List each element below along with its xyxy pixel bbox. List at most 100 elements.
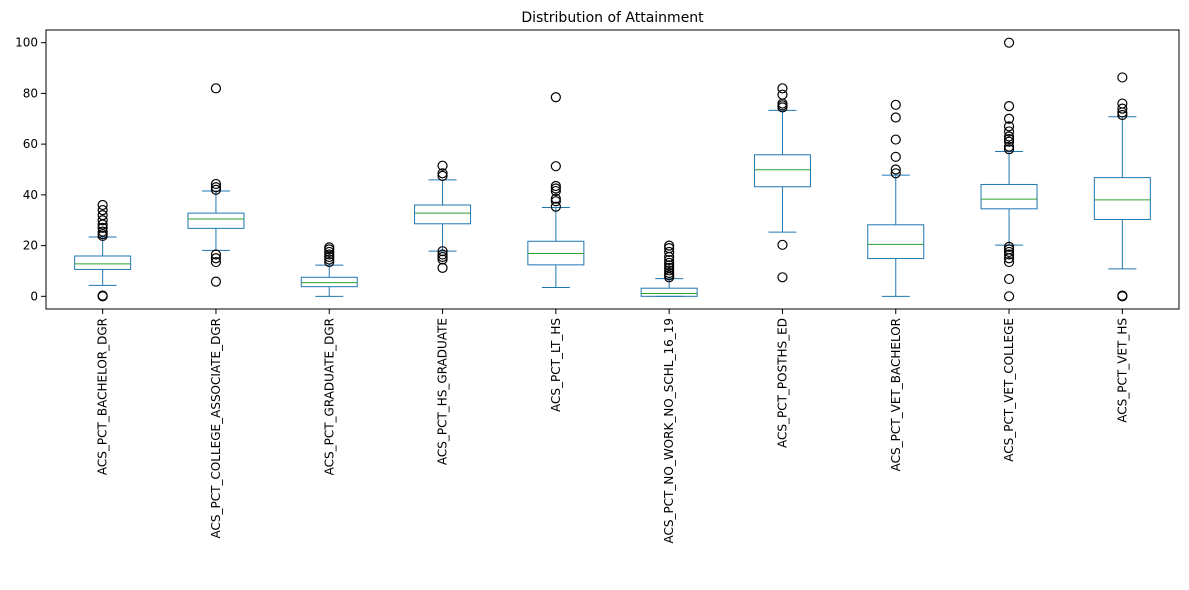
outlier-point: [1117, 72, 1128, 83]
outlier-point: [324, 249, 335, 260]
outlier-point: [324, 254, 335, 265]
chart-title: Distribution of Attainment: [521, 10, 704, 26]
outlier-point: [324, 246, 335, 258]
box-group: [980, 37, 1038, 302]
outlier-point: [97, 222, 108, 233]
outlier-point: [210, 178, 222, 190]
box-group: [300, 242, 358, 297]
outlier-point: [1117, 98, 1128, 109]
x-tick-label: ACS_PCT_BACHELOR_DGR: [96, 318, 110, 475]
box-iqr: [74, 255, 132, 270]
outlier-point: [1003, 291, 1015, 302]
outlier-point: [664, 265, 675, 276]
outlier-point: [550, 161, 561, 172]
outlier-point: [437, 249, 448, 260]
outlier-point: [1003, 244, 1015, 255]
outlier-point: [1003, 136, 1015, 147]
box-group: [867, 99, 925, 297]
outlier-point: [437, 262, 448, 274]
outlier-point: [210, 249, 222, 260]
outlier-point: [437, 168, 448, 179]
outlier-point: [890, 99, 901, 110]
outlier-point: [550, 196, 561, 207]
y-tick-label: 60: [23, 137, 38, 151]
outlier-point: [1117, 109, 1128, 121]
outlier-point: [550, 183, 561, 194]
box-iqr: [980, 183, 1038, 210]
outlier-point: [437, 251, 448, 263]
y-axis: 0 20 40 60 80 100: [15, 36, 46, 303]
outlier-point: [97, 290, 108, 301]
y-tick-label: 20: [23, 239, 38, 253]
outlier-point: [890, 164, 901, 175]
outlier-point: [664, 246, 675, 258]
y-tick-label: 40: [23, 188, 38, 202]
box-iqr: [640, 287, 698, 297]
outlier-point: [664, 254, 675, 266]
box-iqr: [414, 204, 472, 225]
outlier-point: [97, 215, 108, 226]
outlier-point: [1117, 103, 1128, 114]
x-tick-label: ACS_PCT_POSTHS_ED: [775, 318, 789, 448]
x-tick-label: ACS_PCT_NO_WORK_NO_SCHL_16_19: [662, 318, 676, 544]
outlier-point: [1003, 144, 1015, 155]
outlier-point: [664, 267, 675, 279]
outlier-point: [1003, 121, 1015, 132]
outlier-point: [97, 210, 108, 221]
outlier-point: [210, 184, 222, 195]
outlier-point: [210, 256, 222, 268]
outlier-point: [1003, 126, 1015, 137]
outlier-point: [210, 182, 222, 193]
outlier-point: [1003, 133, 1015, 145]
outlier-point: [664, 262, 675, 274]
x-tick-label: ACS_PCT_GRADUATE_DGR: [322, 318, 336, 475]
outlier-point: [890, 151, 901, 162]
outlier-point: [97, 229, 108, 240]
x-tick-label: ACS_PCT_COLLEGE_ASSOCIATE_DGR: [209, 318, 223, 538]
box-group: [414, 160, 472, 274]
outlier-point: [1117, 290, 1128, 301]
x-tick-label: ACS_PCT_VET_HS: [1115, 318, 1129, 423]
box-group: [753, 83, 811, 283]
box-iqr: [753, 154, 811, 188]
outlier-point: [1003, 113, 1015, 124]
box-iqr: [867, 224, 925, 260]
outlier-point: [777, 239, 788, 250]
outlier-point: [777, 272, 788, 283]
outlier-point: [210, 253, 222, 264]
outlier-point: [324, 242, 335, 253]
outlier-point: [1003, 256, 1015, 268]
outlier-point: [1003, 246, 1015, 258]
outlier-point: [664, 260, 675, 271]
outlier-point: [890, 168, 901, 179]
box-group: [640, 240, 698, 297]
outlier-point: [324, 256, 335, 268]
plot-area: [74, 37, 1151, 302]
outlier-point: [1003, 131, 1015, 142]
outlier-point: [1003, 100, 1015, 112]
outlier-point: [210, 83, 222, 94]
outlier-point: [550, 193, 561, 204]
plot-frame: [45, 29, 1180, 310]
outlier-point: [97, 199, 108, 211]
outlier-point: [890, 134, 901, 145]
outlier-point: [437, 246, 448, 257]
x-tick-label: ACS_PCT_VET_BACHELOR: [889, 318, 903, 471]
y-tick-label: 0: [30, 289, 38, 303]
x-tick-label: ACS_PCT_LT_HS: [549, 318, 563, 412]
outlier-point: [1003, 249, 1015, 260]
outlier-point: [777, 83, 788, 94]
box-group: [527, 92, 585, 288]
outlier-point: [97, 204, 108, 216]
outlier-point: [210, 276, 222, 287]
outlier-point: [550, 180, 561, 192]
box-group: [1093, 72, 1151, 302]
outlier-point: [437, 160, 448, 171]
outlier-point: [437, 170, 448, 181]
x-tick-label: ACS_PCT_HS_GRADUATE: [436, 318, 450, 465]
outlier-point: [1003, 273, 1015, 285]
box-group: [187, 83, 245, 287]
outlier-point: [550, 185, 561, 197]
outlier-point: [890, 112, 901, 123]
